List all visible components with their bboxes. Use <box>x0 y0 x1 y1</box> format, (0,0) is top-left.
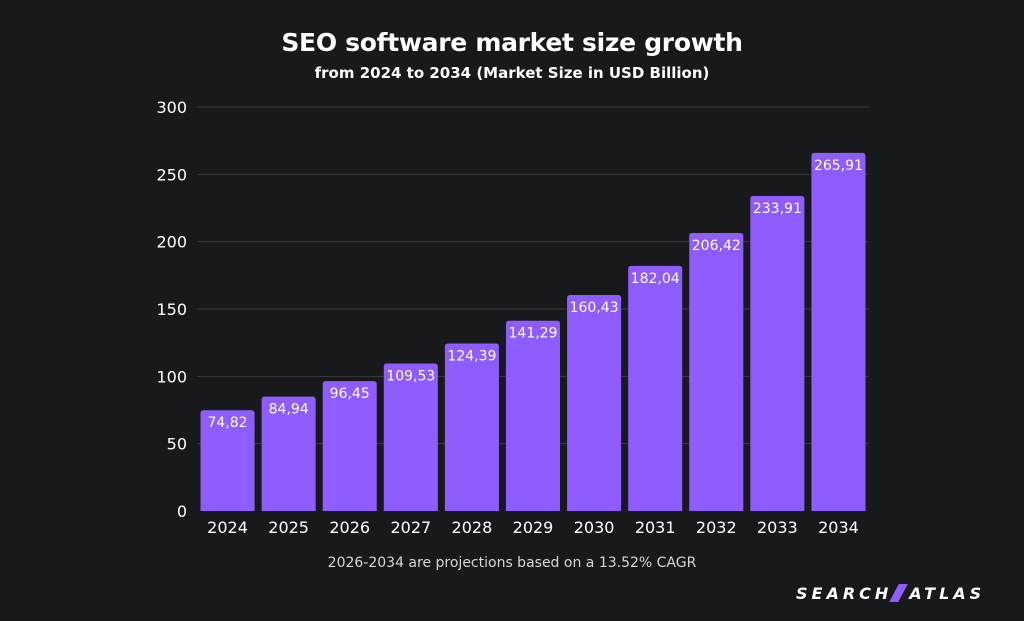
data-label-2034: 265,91 <box>814 158 863 174</box>
y-tick-label-0: 0 <box>177 502 187 521</box>
x-tick-label-2027: 2027 <box>390 518 431 537</box>
bar-2027 <box>383 363 438 511</box>
data-label-2027: 109,53 <box>386 368 435 384</box>
search-atlas-logo: SEARCH ATLAS <box>796 582 1006 604</box>
x-tick-label-2028: 2028 <box>452 518 493 537</box>
y-tick-label-50: 50 <box>167 435 187 454</box>
logo-text-search: SEARCH <box>796 583 893 603</box>
bar-2032 <box>689 233 744 512</box>
x-tick-label-2024: 2024 <box>207 518 248 537</box>
bar-2031 <box>628 265 683 511</box>
bar-2030 <box>567 294 622 511</box>
bar-2028 <box>444 343 499 511</box>
data-label-2024: 74,82 <box>207 415 247 431</box>
chart-title: SEO software market size growth <box>281 28 743 57</box>
y-tick-label-200: 200 <box>156 233 187 252</box>
data-label-2029: 141,29 <box>509 326 558 342</box>
y-tick-label-100: 100 <box>156 367 187 386</box>
x-tick-label-2031: 2031 <box>635 518 676 537</box>
x-tick-label-2033: 2033 <box>757 518 798 537</box>
chart-subtitle: from 2024 to 2034 (Market Size in USD Bi… <box>314 64 710 82</box>
bar-2033 <box>750 196 805 511</box>
y-tick-label-250: 250 <box>156 165 187 184</box>
x-tick-label-2025: 2025 <box>268 518 309 537</box>
data-label-2031: 182,04 <box>631 271 680 287</box>
bar-2029 <box>505 320 561 511</box>
data-label-2033: 233,91 <box>753 201 802 217</box>
bar-2024 <box>200 410 255 511</box>
bar-2025 <box>261 396 316 511</box>
x-tick-label-2029: 2029 <box>513 518 554 537</box>
data-label-2032: 206,42 <box>692 238 741 254</box>
logo-slash-icon <box>889 584 909 602</box>
data-label-2028: 124,39 <box>447 348 496 364</box>
x-tick-label-2032: 2032 <box>696 518 737 537</box>
projection-note: 2026-2034 are projections based on a 13.… <box>327 555 697 571</box>
x-tick-label-2026: 2026 <box>329 518 370 537</box>
x-tick-label-2030: 2030 <box>574 518 615 537</box>
logo-text-atlas: ATLAS <box>909 583 986 603</box>
y-tick-label-150: 150 <box>156 300 187 319</box>
data-label-2026: 96,45 <box>330 386 370 402</box>
data-label-2030: 160,43 <box>570 300 619 316</box>
y-tick-label-300: 300 <box>156 98 187 117</box>
bar-2034 <box>811 152 866 511</box>
bar-2026 <box>322 381 377 511</box>
data-label-2025: 84,94 <box>269 402 309 418</box>
x-tick-label-2034: 2034 <box>818 518 859 537</box>
